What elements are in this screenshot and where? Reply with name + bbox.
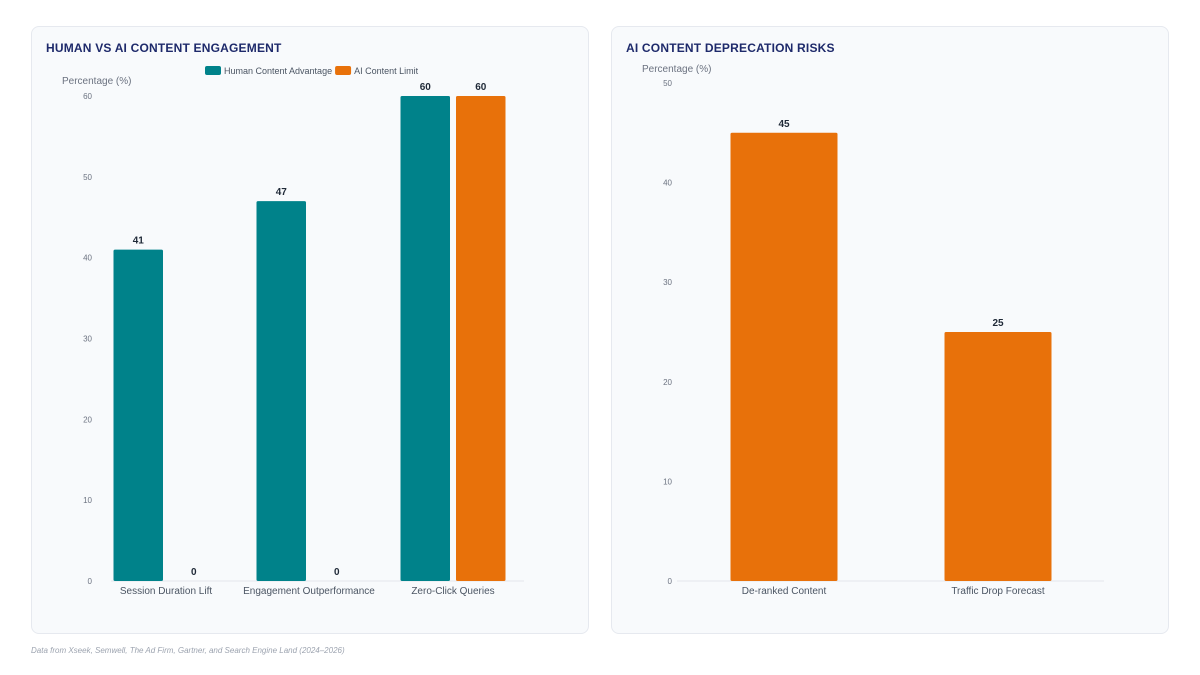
y-tick-label: 60 — [83, 92, 92, 101]
chart-title: AI CONTENT DEPRECATION RISKS — [626, 41, 835, 55]
bar — [256, 201, 306, 582]
y-tick-label: 20 — [663, 378, 672, 387]
bar — [730, 132, 838, 582]
engagement-chart-card: HUMAN VS AI CONTENT ENGAGEMENT Percentag… — [31, 26, 589, 634]
legend-swatch — [335, 66, 352, 75]
y-axis-label: Percentage (%) — [62, 76, 131, 87]
legend-entry: AI Content Limit — [354, 66, 419, 76]
legend-entry: Human Content Advantage — [224, 66, 332, 76]
y-tick-label: 50 — [83, 173, 92, 182]
y-axis-label: Percentage (%) — [642, 64, 711, 75]
y-tick-label: 10 — [663, 477, 672, 486]
risks-bar-chart: Percentage (%) 0 10 20 30 40 50 45 De-ranked Con… — [642, 64, 1104, 597]
y-tick-label: 30 — [663, 278, 672, 287]
bar — [113, 249, 163, 582]
bar — [400, 96, 450, 581]
y-tick-label: 0 — [668, 577, 673, 586]
y-tick-label: 50 — [663, 79, 672, 88]
x-tick-label: Engagement Outperformance — [243, 586, 375, 597]
x-tick-label: De-ranked Content — [742, 586, 827, 597]
source-footnote: Data from Xseek, Semwell, The Ad Firm, G… — [31, 646, 345, 655]
data-label: 45 — [778, 119, 790, 130]
data-label: 25 — [992, 318, 1004, 329]
data-label: 0 — [191, 567, 197, 578]
data-label: 47 — [276, 187, 288, 198]
data-label: 0 — [334, 567, 340, 578]
y-tick-label: 40 — [83, 254, 92, 263]
legend-swatch — [205, 66, 221, 75]
data-label: 60 — [475, 82, 487, 93]
x-tick-label: Traffic Drop Forecast — [951, 586, 1045, 597]
x-tick-label: Zero-Click Queries — [411, 586, 494, 597]
bar — [456, 96, 506, 581]
data-label: 60 — [420, 82, 432, 93]
y-tick-label: 30 — [83, 335, 92, 344]
y-tick-label: 20 — [83, 415, 92, 424]
x-tick-label: Session Duration Lift — [120, 586, 212, 597]
y-tick-label: 0 — [88, 577, 93, 586]
engagement-bar-chart: Percentage (%) 0 10 20 30 40 50 60 41 0 Session Du… — [62, 66, 524, 597]
chart-title: HUMAN VS AI CONTENT ENGAGEMENT — [46, 41, 282, 55]
data-label: 41 — [133, 236, 145, 247]
y-tick-label: 40 — [663, 179, 672, 188]
risks-chart-card: AI CONTENT DEPRECATION RISKS Percentage … — [611, 26, 1169, 634]
bar — [944, 332, 1052, 581]
y-tick-label: 10 — [83, 496, 92, 505]
